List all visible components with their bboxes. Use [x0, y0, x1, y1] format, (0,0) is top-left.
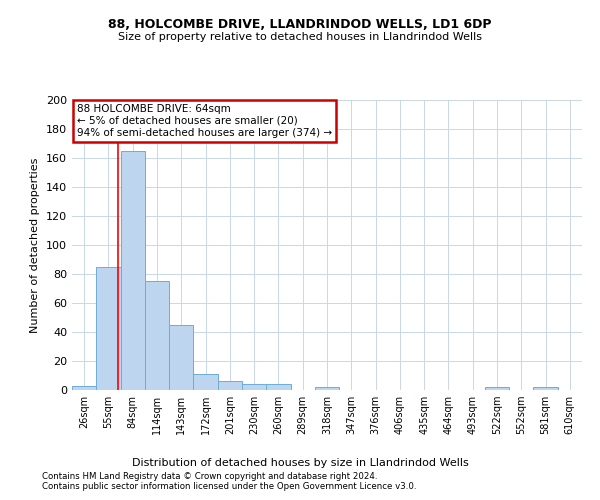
Bar	[315, 387, 339, 390]
Bar	[218, 382, 242, 390]
Bar	[242, 384, 266, 390]
Bar	[533, 387, 558, 390]
Bar	[169, 325, 193, 390]
Text: Contains public sector information licensed under the Open Government Licence v3: Contains public sector information licen…	[42, 482, 416, 491]
Bar	[145, 281, 169, 390]
Text: Distribution of detached houses by size in Llandrindod Wells: Distribution of detached houses by size …	[131, 458, 469, 468]
Bar	[485, 387, 509, 390]
Bar	[96, 267, 121, 390]
Text: Size of property relative to detached houses in Llandrindod Wells: Size of property relative to detached ho…	[118, 32, 482, 42]
Bar	[266, 384, 290, 390]
Text: 88, HOLCOMBE DRIVE, LLANDRINDOD WELLS, LD1 6DP: 88, HOLCOMBE DRIVE, LLANDRINDOD WELLS, L…	[108, 18, 492, 30]
Bar	[121, 151, 145, 390]
Bar	[193, 374, 218, 390]
Bar	[72, 386, 96, 390]
Y-axis label: Number of detached properties: Number of detached properties	[31, 158, 40, 332]
Text: 88 HOLCOMBE DRIVE: 64sqm
← 5% of detached houses are smaller (20)
94% of semi-de: 88 HOLCOMBE DRIVE: 64sqm ← 5% of detache…	[77, 104, 332, 138]
Text: Contains HM Land Registry data © Crown copyright and database right 2024.: Contains HM Land Registry data © Crown c…	[42, 472, 377, 481]
